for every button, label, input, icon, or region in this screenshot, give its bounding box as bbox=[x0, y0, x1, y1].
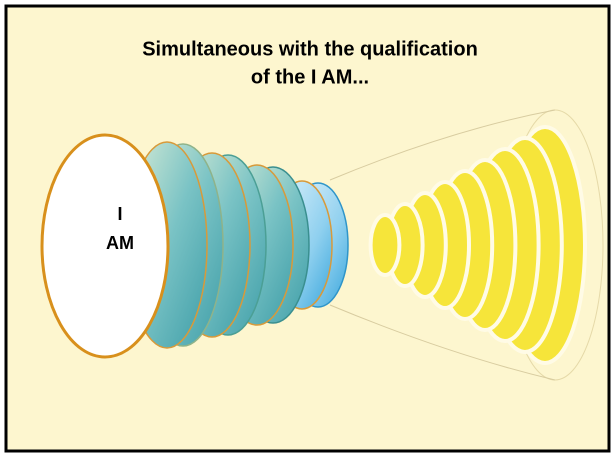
funnel-line bbox=[329, 109, 556, 381]
disc-label: AM bbox=[106, 233, 134, 253]
title-line: Simultaneous with the qualification bbox=[142, 38, 478, 60]
disc-label: I bbox=[117, 204, 122, 224]
i-am-disc bbox=[40, 133, 170, 359]
yellow-ring bbox=[368, 213, 402, 277]
title-line: of the I AM... bbox=[251, 66, 369, 88]
illustration bbox=[329, 109, 604, 381]
